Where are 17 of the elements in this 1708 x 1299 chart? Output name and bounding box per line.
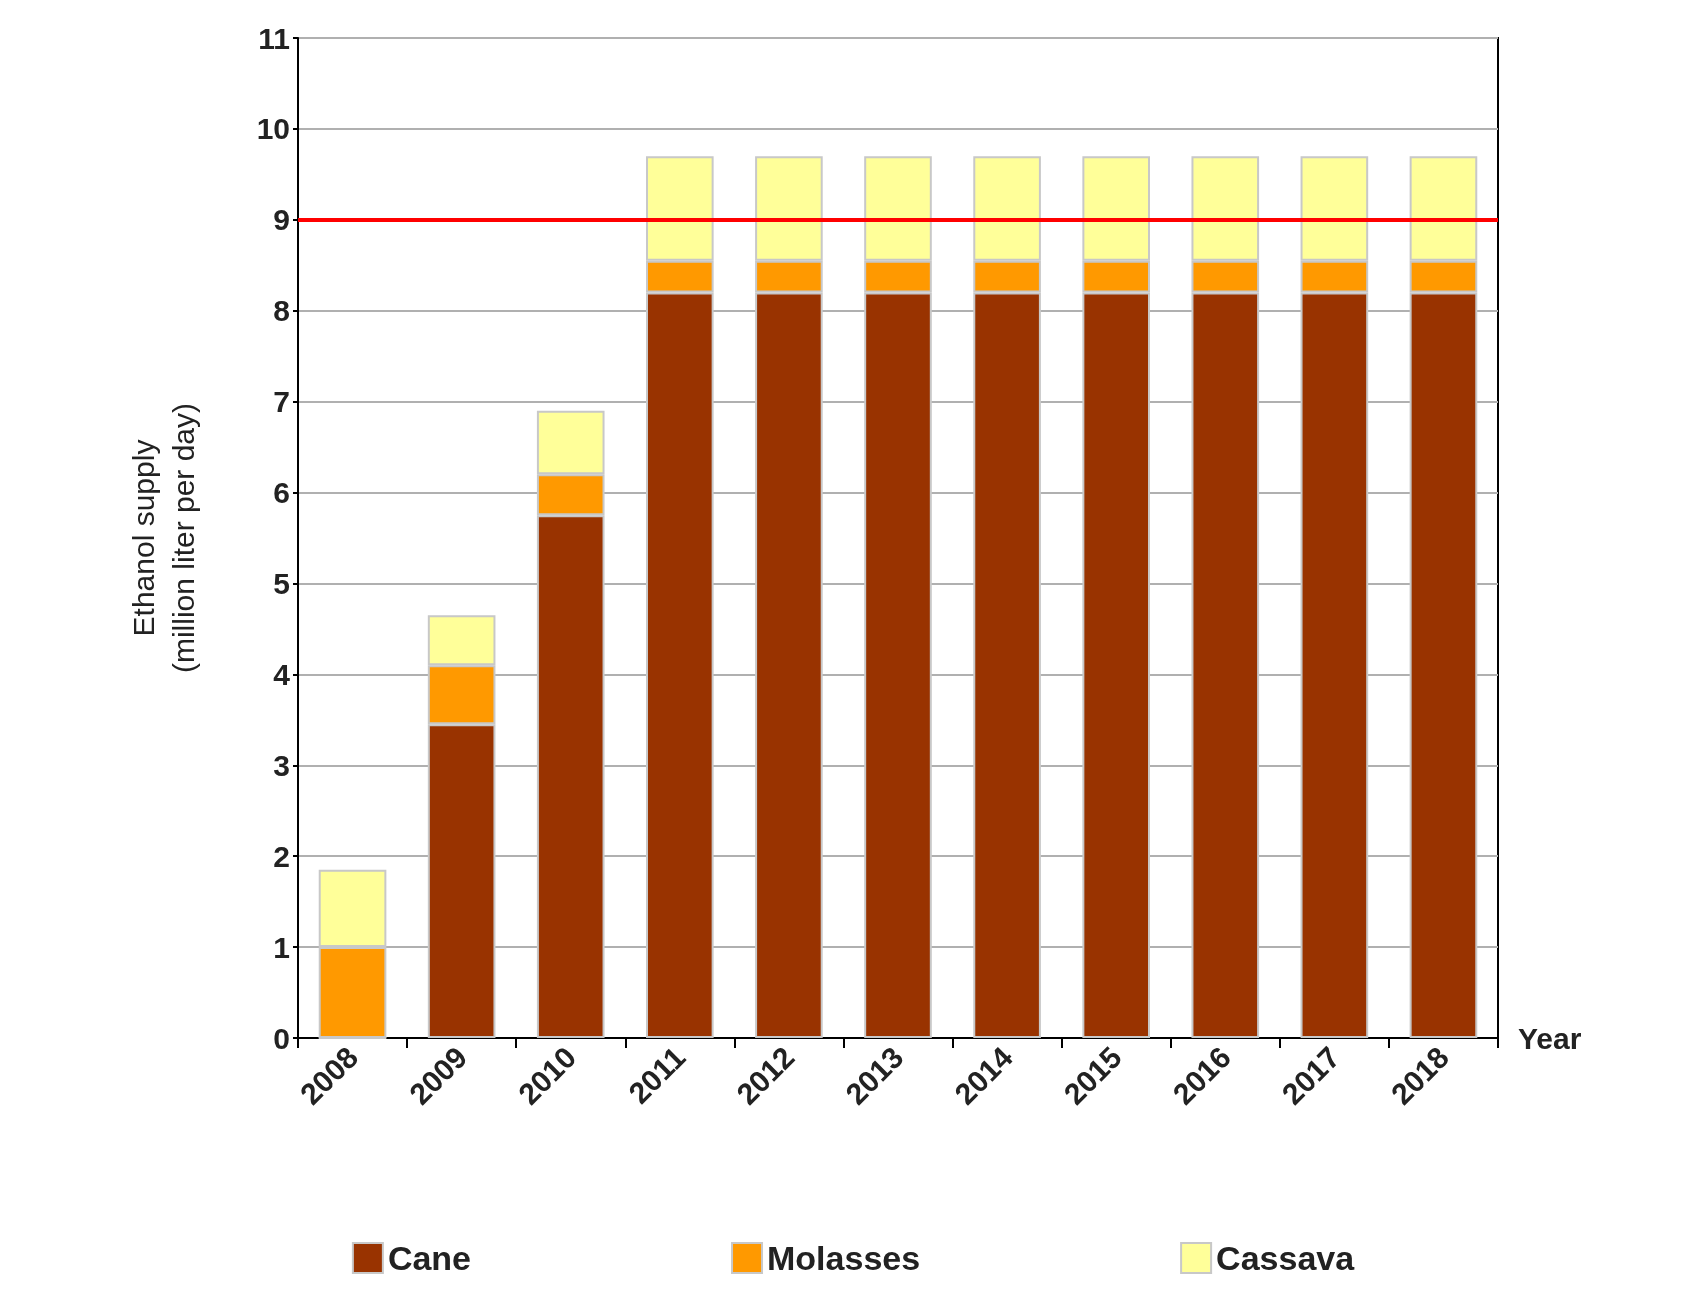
- y-tick-label: 8: [273, 294, 290, 328]
- y-tick-label: 3: [273, 748, 290, 782]
- y-tick-label: 2: [273, 839, 290, 873]
- y-tick-label: 11: [258, 21, 290, 55]
- y-tick-label: 5: [273, 566, 290, 600]
- y-tick-label: 6: [273, 476, 290, 510]
- x-axis-title: Year: [1518, 1021, 1582, 1055]
- y-tick-label: 1: [273, 930, 290, 964]
- legend-label: Cassava: [1216, 1239, 1356, 1277]
- y-tick-label: 0: [273, 1021, 290, 1055]
- y-tick-label: 10: [256, 112, 290, 146]
- y-tick-label: 9: [273, 203, 290, 237]
- y-tick-label: 4: [273, 657, 291, 691]
- y-tick-label: 7: [273, 385, 290, 419]
- legend-label: Cane: [387, 1239, 472, 1277]
- y-axis-title: Ethanol supply (million liter per day): [126, 402, 200, 674]
- legend-label: Molasses: [767, 1239, 921, 1277]
